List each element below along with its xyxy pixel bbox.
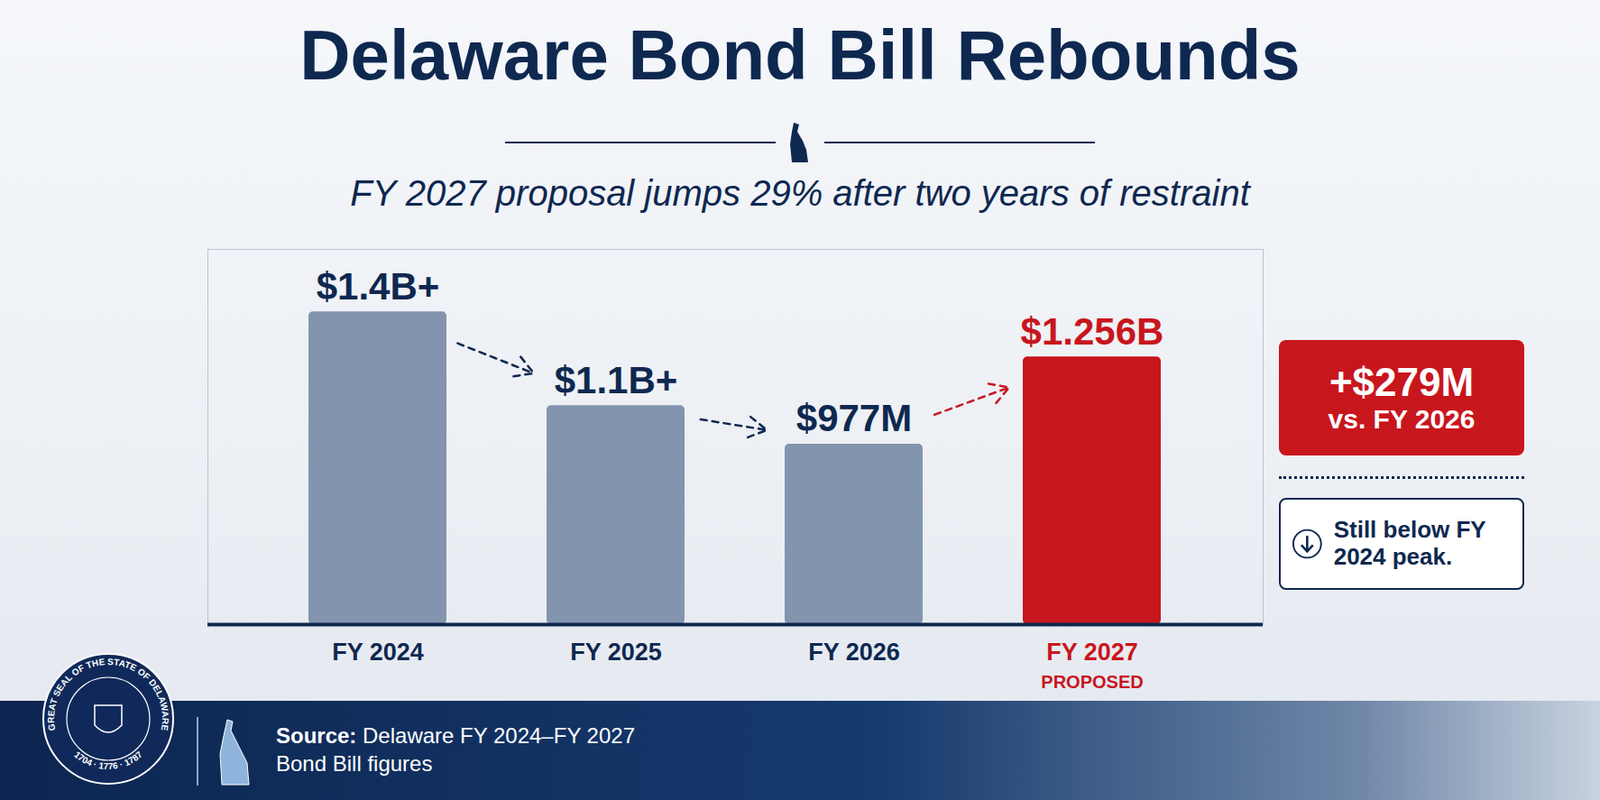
svg-text:$1.4B+: $1.4B+ [316, 265, 441, 308]
svg-text:FY 2025: FY 2025 [570, 638, 663, 666]
html-text:Source: Delaware FY 2024–FY 20: Source: Delaware FY 2024–FY 2027 Bond Bi… [275, 723, 635, 776]
svg-text:$977M: $977M [796, 396, 912, 440]
html-text:Still below FY 2024 peak.: Still below FY 2024 peak. [1333, 515, 1486, 571]
html-text:+$279M: +$279M [1329, 359, 1474, 404]
svg-text:1704 · 1776 · 1787: 1704 · 1776 · 1787 [72, 749, 145, 772]
html-text:Delaware Bond Bill Rebounds: Delaware Bond Bill Rebounds [299, 15, 1301, 95]
svg-text:FY 2024: FY 2024 [331, 638, 424, 666]
html-text:FY 2027 proposal jumps 29% aft: FY 2027 proposal jumps 29% after two yea… [350, 173, 1250, 213]
svg-text:GREAT SEAL OF THE STATE OF DEL: GREAT SEAL OF THE STATE OF DELAWARE [45, 656, 171, 732]
html-text:vs. FY 2026: vs. FY 2026 [1328, 403, 1476, 434]
svg-text:FY 2026: FY 2026 [808, 638, 901, 666]
svg-text:$1.256B: $1.256B [1020, 310, 1165, 353]
svg-text:FY 2027: FY 2027 [1046, 638, 1139, 666]
svg-text:$1.1B+: $1.1B+ [554, 358, 679, 402]
svg-text:PROPOSED: PROPOSED [1040, 671, 1143, 692]
